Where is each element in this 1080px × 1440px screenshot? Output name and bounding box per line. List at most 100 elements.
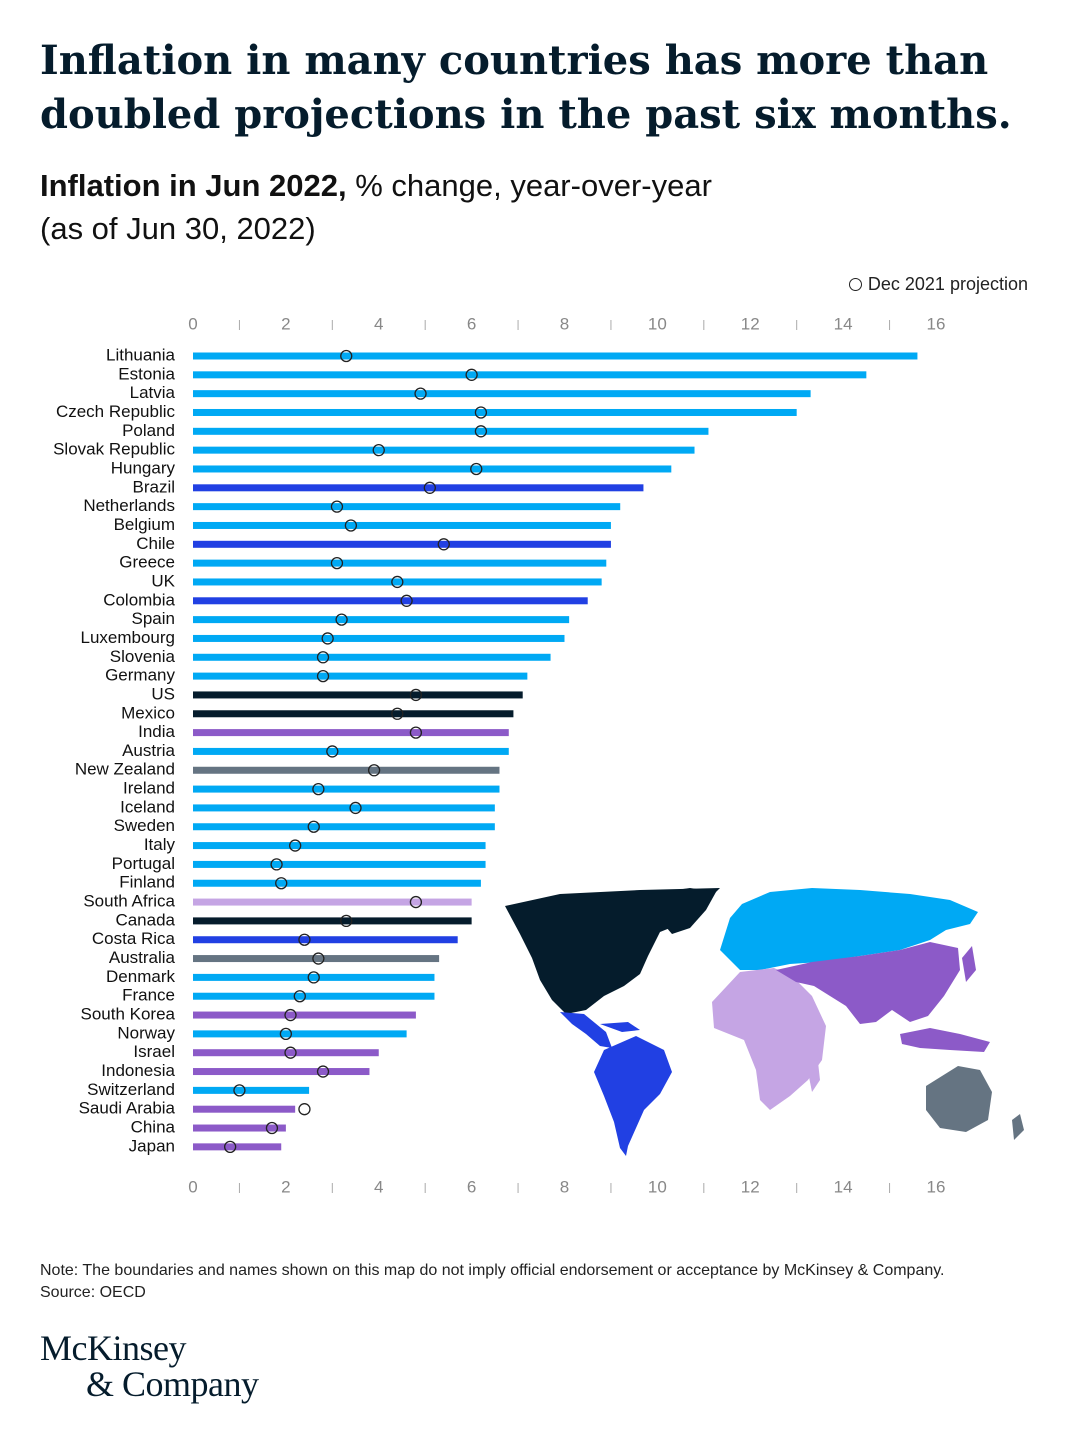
projection-marker <box>284 1046 297 1059</box>
bar <box>193 578 602 586</box>
x-tick-label-top: 16 <box>927 314 946 333</box>
projection-marker <box>400 594 413 607</box>
subtitle-bold: Inflation in Jun 2022, <box>40 168 347 203</box>
x-tick-label-bottom: 10 <box>648 1177 667 1196</box>
country-label: Spain <box>132 609 175 628</box>
projection-marker <box>330 556 344 570</box>
bar <box>193 785 500 793</box>
note-text: Note: The boundaries and names shown on … <box>40 1262 945 1279</box>
country-label: Colombia <box>103 590 175 609</box>
projection-marker <box>349 801 362 815</box>
bar <box>193 352 918 360</box>
logo-line1: McKinsey <box>40 1328 186 1368</box>
bar <box>193 540 611 548</box>
x-tick-label-top: 14 <box>834 314 853 333</box>
bar <box>193 559 607 567</box>
projection-marker <box>233 1084 246 1097</box>
projection-marker <box>465 368 478 381</box>
bar <box>193 804 495 812</box>
map-japan <box>962 946 976 982</box>
bar <box>193 1030 407 1038</box>
projection-marker <box>344 519 358 532</box>
country-label: Germany <box>105 666 175 685</box>
bar <box>193 390 811 398</box>
x-tick-label-bottom: 14 <box>834 1177 853 1196</box>
x-tick-label-bottom: 0 <box>188 1177 197 1196</box>
bar <box>193 503 621 511</box>
projection-marker <box>409 688 423 702</box>
projection-marker <box>316 669 330 683</box>
projection-marker <box>275 877 288 890</box>
country-label: Canada <box>115 910 175 929</box>
country-label: New Zealand <box>75 760 175 779</box>
bar <box>193 465 672 473</box>
x-tick-label-bottom: 6 <box>467 1177 476 1196</box>
projection-marker <box>423 481 436 494</box>
country-label: Chile <box>136 534 175 553</box>
x-tick-label-top: 12 <box>741 314 760 333</box>
footnote: Note: The boundaries and names shown on … <box>40 1260 1050 1304</box>
country-label: Greece <box>119 553 175 572</box>
country-label: Lithuania <box>106 345 176 364</box>
map-africa <box>712 968 826 1110</box>
bar <box>193 446 695 454</box>
bar <box>193 710 514 718</box>
bar <box>193 616 570 624</box>
subtitle: Inflation in Jun 2022, % change, year-ov… <box>40 164 1040 250</box>
projection-marker <box>321 632 334 645</box>
bar <box>193 1011 416 1019</box>
axis-bottom: 0 2 4 6 8 10 12 14 16 <box>188 1177 945 1196</box>
projection-marker <box>289 839 302 852</box>
subtitle-rest: % change, year-over-year <box>346 168 712 203</box>
x-tick-label-bottom: 12 <box>741 1177 760 1196</box>
x-tick-label-top: 2 <box>281 314 290 333</box>
bar <box>193 955 440 963</box>
country-label: US <box>151 684 175 703</box>
x-tick-label-top: 8 <box>560 314 569 333</box>
bars <box>193 352 918 1151</box>
projection-marker <box>265 1121 279 1135</box>
projection-marker <box>470 462 483 476</box>
projection-marker <box>437 538 450 551</box>
projection-marker <box>340 914 353 928</box>
logo-line2: & Company <box>86 1364 259 1404</box>
country-label: Latvia <box>130 383 176 402</box>
projection-marker <box>391 575 404 589</box>
bar <box>193 729 509 737</box>
country-label: Slovak Republic <box>53 440 175 459</box>
bar <box>193 842 486 850</box>
x-tick-label-bottom: 4 <box>374 1177 383 1196</box>
projection-marker <box>474 425 488 438</box>
projection-marker <box>312 782 325 796</box>
projection-marker <box>414 387 427 400</box>
headline: Inflation in many countries has more tha… <box>40 37 1012 138</box>
bar <box>193 973 435 981</box>
projection-marker <box>307 820 320 833</box>
x-tick-label-top: 6 <box>467 314 476 333</box>
bar <box>193 521 611 529</box>
bar <box>193 597 588 605</box>
bar <box>193 408 797 416</box>
country-label: South Korea <box>80 1005 175 1024</box>
map-caribbean <box>600 1022 640 1032</box>
bar <box>193 1049 379 1057</box>
legend-label: Dec 2021 projection <box>867 274 1028 294</box>
bar <box>193 484 644 492</box>
bar <box>193 879 481 887</box>
inflation-bar-chart: 0 2 4 6 8 10 12 14 16 0 2 4 6 8 10 12 14 16 LithuaniaEst… <box>53 314 1024 1196</box>
country-label: France <box>122 986 175 1005</box>
map-australia <box>926 1066 992 1132</box>
open-circle-icon <box>848 278 862 291</box>
country-label: Costa Rica <box>92 929 176 948</box>
projection-marker <box>367 764 381 777</box>
bar <box>193 653 551 661</box>
map-europe-russia <box>720 888 978 970</box>
projection-marker <box>330 500 344 513</box>
x-tick-label-bottom: 8 <box>560 1177 569 1196</box>
country-label: China <box>131 1118 176 1137</box>
bar <box>193 917 472 925</box>
projection-marker <box>335 613 348 626</box>
country-label: Italy <box>144 835 176 854</box>
bar <box>193 747 509 755</box>
